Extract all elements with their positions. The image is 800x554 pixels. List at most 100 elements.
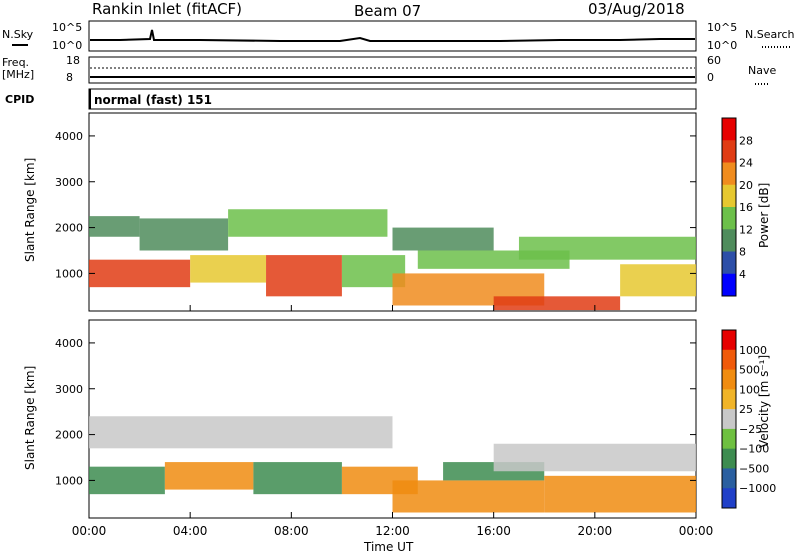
velocity-data-layer bbox=[89, 416, 696, 513]
velocity-echo-region bbox=[253, 462, 342, 495]
colorbar-tick-label: −100 bbox=[739, 443, 769, 456]
nsearch-tick-top: 10^5 bbox=[707, 21, 737, 34]
nsky-tick-top: 10^5 bbox=[52, 21, 82, 34]
x-tick-label: 00:00 bbox=[72, 524, 107, 538]
colorbar-tick-label: 16 bbox=[739, 201, 753, 214]
colorbar-segment bbox=[722, 389, 736, 410]
velocity-echo-region bbox=[493, 443, 696, 472]
time-x-axis: 00:00 04:00 08:00 12:00 16:00 20:00 00:00 bbox=[72, 305, 714, 538]
colorbar-tick-label: 8 bbox=[739, 246, 746, 259]
colorbar-segment bbox=[722, 448, 736, 469]
velocity-echo-region bbox=[392, 480, 545, 513]
power-echo-region bbox=[518, 236, 696, 260]
colorbar-segment bbox=[722, 428, 736, 450]
colorbar-segment bbox=[722, 162, 736, 186]
nsky-trace bbox=[90, 29, 695, 42]
power-data-layer bbox=[89, 209, 696, 311]
nave-tick-top: 60 bbox=[707, 54, 721, 67]
colorbar-tick-label: 500 bbox=[739, 364, 760, 377]
x-tick-label: 04:00 bbox=[173, 524, 208, 538]
colorbar-tick-label: 20 bbox=[739, 179, 753, 192]
date-title: 03/Aug/2018 bbox=[588, 0, 685, 18]
y-tick-label: 2000 bbox=[55, 429, 83, 442]
y-tick-label: 2000 bbox=[55, 222, 83, 235]
colorbar-segment bbox=[722, 140, 736, 163]
power-y-axis: 1000 2000 3000 4000 bbox=[55, 130, 696, 280]
power-colorbar-label: Power [dB] bbox=[757, 183, 771, 248]
colorbar-frame bbox=[721, 329, 737, 509]
freq-strip bbox=[88, 56, 697, 84]
colorbar-segment bbox=[722, 251, 736, 275]
power-echo-region bbox=[392, 227, 494, 251]
freq-tick-top: 18 bbox=[66, 54, 80, 67]
power-echo-region bbox=[139, 218, 229, 251]
nave-label: Nave bbox=[748, 64, 776, 77]
time-xlabel: Time UT bbox=[363, 540, 414, 554]
colorbar-segment bbox=[722, 488, 736, 509]
x-tick-label: 16:00 bbox=[476, 524, 511, 538]
x-tick-label: 20:00 bbox=[578, 524, 613, 538]
y-tick-label: 4000 bbox=[55, 130, 83, 143]
y-tick-label: 4000 bbox=[55, 337, 83, 350]
colorbar-tick-label: 100 bbox=[739, 383, 760, 396]
colorbar-tick-label: 24 bbox=[739, 157, 753, 170]
power-echo-region bbox=[190, 255, 267, 283]
velocity-echo-region bbox=[544, 475, 696, 513]
colorbar-segment bbox=[722, 409, 736, 430]
x-tick-label: 12:00 bbox=[375, 524, 410, 538]
power-echo-region bbox=[493, 296, 621, 311]
x-tick-label: 00:00 bbox=[679, 524, 714, 538]
y-tick-label: 3000 bbox=[55, 176, 83, 189]
freq-tick-bottom: 8 bbox=[66, 71, 73, 84]
nsky-tick-bottom: 10^0 bbox=[52, 39, 82, 52]
power-echo-region bbox=[620, 264, 696, 297]
freq-label-2: [MHz] bbox=[2, 68, 34, 81]
station-title: Rankin Inlet (fitACF) bbox=[92, 0, 242, 18]
y-tick-label: 1000 bbox=[55, 267, 83, 280]
power-echo-region bbox=[228, 209, 388, 237]
colorbar-tick-label: 1000 bbox=[739, 344, 767, 357]
colorbar-segment bbox=[722, 468, 736, 489]
colorbar-tick-label: 28 bbox=[739, 134, 753, 147]
nsearch-tick-bottom: 10^0 bbox=[707, 39, 737, 52]
x-tick-label: 08:00 bbox=[274, 524, 309, 538]
power-ylabel: Slant Range [km] bbox=[23, 158, 37, 262]
y-tick-label: 3000 bbox=[55, 383, 83, 396]
y-tick-label: 1000 bbox=[55, 474, 83, 487]
colorbar-tick-label: −500 bbox=[739, 462, 769, 475]
colorbar-segment bbox=[722, 207, 736, 230]
velocity-ylabel: Slant Range [km] bbox=[23, 366, 37, 470]
beam-title: Beam 07 bbox=[354, 2, 421, 20]
colorbar-segment bbox=[722, 349, 736, 371]
nsearch-label: N.Search bbox=[745, 28, 795, 41]
freq-label-1: Freq. bbox=[2, 56, 29, 69]
power-colorbar: 4 8 12 16 20 24 28 bbox=[721, 117, 753, 297]
power-echo-region bbox=[266, 255, 342, 297]
nsky-label: N.Sky bbox=[2, 28, 34, 41]
colorbar-tick-label: −25 bbox=[739, 423, 762, 436]
colorbar-segment bbox=[722, 118, 736, 141]
nsky-strip bbox=[88, 20, 697, 52]
nave-tick-bottom: 0 bbox=[707, 71, 714, 84]
power-echo-region bbox=[89, 216, 140, 237]
colorbar-segment bbox=[722, 273, 736, 297]
colorbar-segment bbox=[722, 369, 736, 390]
velocity-echo-region bbox=[89, 416, 393, 449]
velocity-echo-region bbox=[89, 466, 165, 495]
colorbar-segment bbox=[722, 184, 736, 208]
colorbar-segment bbox=[722, 229, 736, 252]
cpid-value: normal (fast) 151 bbox=[94, 93, 212, 107]
colorbar-segment bbox=[722, 330, 736, 351]
cpid-label: CPID bbox=[5, 93, 34, 106]
colorbar-frame bbox=[721, 117, 737, 297]
velocity-echo-region bbox=[164, 462, 254, 490]
colorbar-tick-label: 4 bbox=[739, 268, 746, 281]
velocity-colorbar-label: Velocity [m s⁻¹] bbox=[757, 355, 771, 448]
velocity-colorbar: 1000 500 100 25 −25 −100 −500 −1000 bbox=[721, 329, 776, 509]
power-echo-region bbox=[89, 259, 191, 288]
colorbar-tick-label: 25 bbox=[739, 403, 753, 416]
colorbar-tick-label: −1000 bbox=[739, 482, 776, 495]
velocity-y-axis: 1000 2000 3000 4000 bbox=[55, 337, 696, 487]
colorbar-tick-label: 12 bbox=[739, 223, 753, 236]
